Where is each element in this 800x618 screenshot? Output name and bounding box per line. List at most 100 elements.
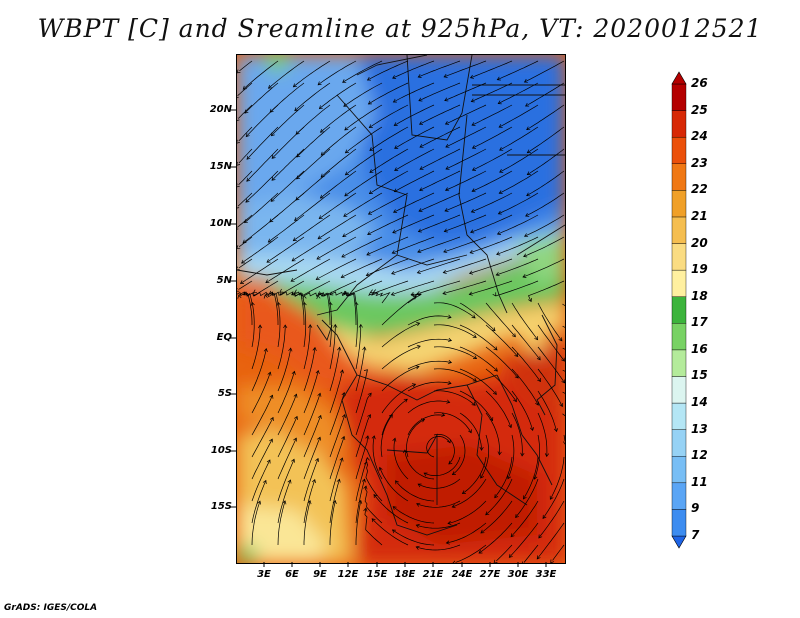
streamline-arrow [265, 279, 270, 283]
streamline-arrow [415, 365, 420, 370]
streamline-arrow [417, 249, 422, 254]
colorbar-segment [671, 456, 687, 484]
streamline [511, 368, 539, 406]
streamline-arrow [392, 98, 397, 103]
streamline-arrow [252, 289, 257, 294]
streamline-arrow [562, 303, 565, 307]
streamline-arrow [263, 294, 268, 299]
streamline [443, 258, 487, 274]
streamline [511, 412, 523, 457]
streamline-arrow [415, 524, 420, 529]
streamline [445, 148, 487, 170]
streamline-arrow [561, 379, 565, 384]
streamline-arrow [269, 394, 274, 399]
streamline-arrow [367, 392, 372, 397]
streamline [511, 390, 534, 431]
streamline-arrow [444, 97, 449, 102]
streamline-arrow [469, 249, 474, 254]
streamline [245, 170, 279, 203]
streamline [527, 126, 565, 153]
streamline [303, 415, 322, 458]
streamline-arrow [391, 529, 397, 534]
streamline [417, 258, 461, 274]
lon-tick-label: 6E [285, 569, 299, 580]
lat-tick-label: 10S [210, 445, 232, 456]
streamline-arrow [508, 553, 513, 558]
streamline [499, 126, 539, 151]
streamline-arrow [341, 391, 346, 396]
streamline-arrow [344, 149, 349, 154]
streamline [417, 478, 461, 489]
streamline [534, 434, 540, 480]
streamline [416, 280, 461, 295]
streamline [317, 280, 357, 297]
colorbar-segment [671, 482, 687, 510]
streamline [271, 126, 305, 159]
lon-tick-label: 18E [394, 569, 416, 580]
streamline-arrow [291, 370, 296, 375]
streamline-arrow [497, 100, 502, 105]
streamline-arrow [485, 511, 490, 516]
streamline [497, 214, 539, 235]
streamline-arrow [443, 228, 448, 233]
streamline-arrow [343, 290, 348, 295]
streamline-arrow [442, 290, 447, 295]
streamline-arrow [446, 399, 451, 404]
streamline [471, 192, 513, 213]
streamline-arrow [369, 169, 374, 173]
streamline-arrow [266, 258, 271, 263]
streamline [494, 456, 513, 498]
streamline-arrow [367, 211, 373, 215]
streamline-arrow [317, 392, 322, 397]
streamline-arrow [417, 228, 422, 233]
colorbar-over-triangle [671, 71, 687, 85]
streamline-arrow [343, 102, 348, 107]
streamline [381, 366, 420, 392]
streamline [480, 500, 513, 534]
streamline-arrow [395, 480, 399, 485]
streamline-arrow [372, 289, 378, 294]
streamline-arrow [392, 209, 398, 213]
streamline [418, 82, 461, 102]
streamline [291, 292, 305, 325]
streamline [444, 192, 487, 212]
streamline-arrow [315, 369, 320, 375]
streamline [485, 302, 516, 338]
streamline [549, 456, 565, 500]
streamline [394, 126, 435, 149]
streamline [367, 214, 409, 235]
streamline [498, 104, 539, 128]
streamline [552, 544, 565, 561]
streamline [395, 480, 435, 502]
streamline [433, 324, 477, 338]
lat-tick-label: 10N [209, 218, 232, 229]
streamline-arrow [394, 167, 399, 171]
streamline-arrow [535, 401, 539, 406]
streamline-arrow [471, 122, 476, 126]
streamline [470, 60, 513, 79]
streamline [392, 529, 435, 546]
colorbar-label: 19 [691, 262, 708, 277]
streamline [525, 192, 565, 217]
streamline [329, 324, 336, 370]
lat-tick-label: 15S [210, 501, 232, 512]
streamline-arrow [419, 166, 424, 170]
streamline [498, 82, 539, 104]
streamline [404, 449, 435, 480]
streamline [343, 192, 383, 217]
streamline-arrow [416, 322, 421, 327]
streamline-arrow [534, 336, 539, 341]
colorbar-label: 14 [691, 395, 708, 410]
streamline [485, 478, 513, 516]
streamline [444, 82, 487, 101]
streamline-arrow [333, 323, 338, 328]
streamline [251, 417, 274, 458]
streamline-arrow [317, 81, 322, 86]
streamline-arrow [245, 133, 250, 138]
streamline-arrow [442, 269, 447, 274]
streamline [268, 214, 305, 243]
streamline-arrow [415, 545, 420, 550]
colorbar-segment [671, 349, 687, 377]
streamline [433, 433, 455, 465]
streamline [317, 292, 331, 325]
